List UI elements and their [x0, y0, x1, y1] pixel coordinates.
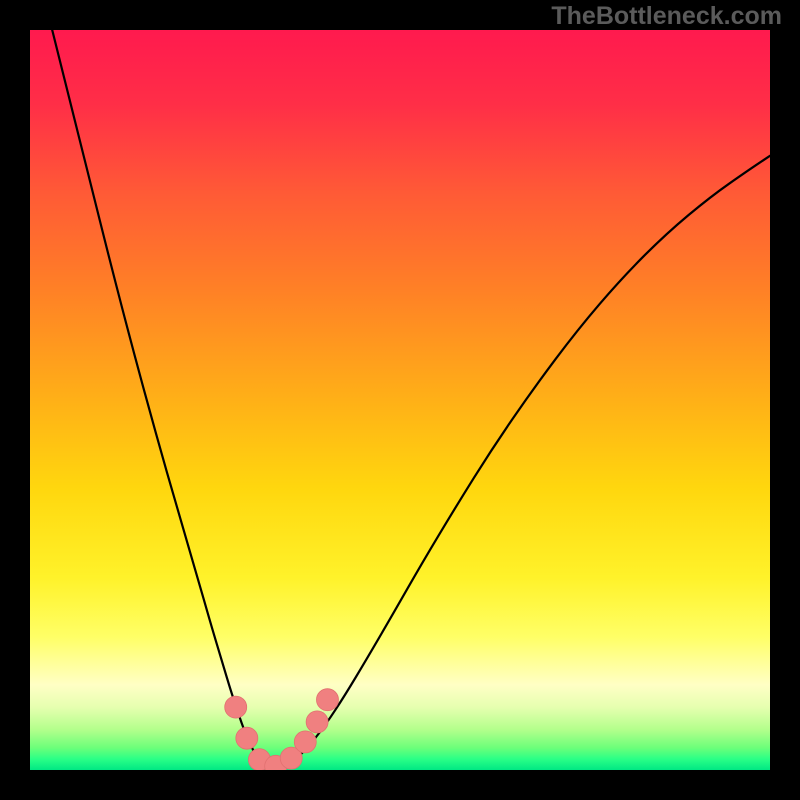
marker-dot [294, 731, 316, 753]
marker-dot [316, 689, 338, 711]
chart-frame [30, 30, 770, 770]
marker-dot [236, 727, 258, 749]
marker-dots [30, 30, 770, 770]
watermark-text: TheBottleneck.com [551, 2, 782, 31]
marker-dot [225, 696, 247, 718]
plot-area [30, 30, 770, 770]
marker-dot [306, 711, 328, 733]
